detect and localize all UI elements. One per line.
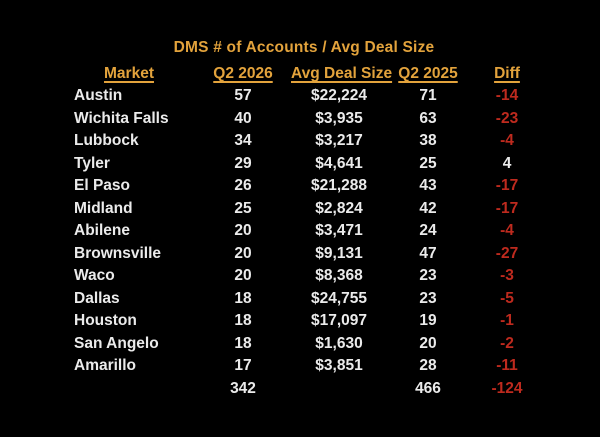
column-header-market: Market <box>63 63 195 85</box>
column-header-label: Q2 2025 <box>398 65 458 82</box>
table-row-houston-cell-q2-2026: 18 <box>234 312 252 329</box>
table-row-wichita-falls-cell-diff: -23 <box>495 109 519 127</box>
table-totals-row-cell-q2-2026: 342 <box>230 379 256 397</box>
table-row-houston-cell-market: Houston <box>74 312 137 329</box>
table-row-midland-cell-avg-deal-size: $2,824 <box>315 199 363 217</box>
table-row-waco-cell-q2-2026: 20 <box>234 267 252 284</box>
table-row-tyler-cell-market: Tyler <box>74 154 110 172</box>
table-row-wichita-falls-cell-q2-2026: 40 <box>234 109 252 127</box>
column-header-diff: Diff <box>469 63 545 85</box>
table-row-wichita-falls-cell-q2-2025: 63 <box>419 109 437 127</box>
table-row-tyler-cell-q2-2026: 29 <box>234 154 252 172</box>
table-row-houston-cell-q2-2025: 19 <box>419 312 437 329</box>
table-row-san-angelo-cell-market: San Angelo <box>74 334 159 352</box>
table-row-san-angelo-cell-q2-2026: 18 <box>234 334 252 352</box>
table-row-san-angelo-cell-q2-2025: 20 <box>419 334 437 352</box>
table-row-amarillo-cell-market: Amarillo <box>74 357 137 374</box>
table-row-lubbock-cell-q2-2026: 34 <box>234 132 252 149</box>
column-header-avg-deal-size: Avg Deal Size <box>291 63 392 85</box>
table-row-abilene-cell-q2-2026: 20 <box>234 222 252 239</box>
table-row-amarillo: Amarillo 17 $3,851 28 -11 <box>63 355 545 378</box>
table-row-amarillo-cell-diff: -11 <box>496 357 518 374</box>
table-row-brownsville-cell-market: Brownsville <box>74 244 161 262</box>
table-row-austin-cell-diff: -14 <box>495 87 519 104</box>
table-row-el-paso-cell-avg-deal-size: $21,288 <box>310 177 368 194</box>
table-row-tyler-cell-q2-2025: 25 <box>419 154 437 172</box>
table-row-abilene-cell-diff: -4 <box>500 222 514 239</box>
table-row-tyler-cell-avg-deal-size: $4,641 <box>315 154 363 172</box>
table-row-dallas-cell-q2-2025: 23 <box>419 289 437 307</box>
table-row-tyler: Tyler 29 $4,641 25 4 <box>63 153 545 176</box>
column-header-label: Market <box>104 65 154 82</box>
table-row-el-paso-cell-q2-2026: 26 <box>234 177 252 194</box>
table-row-dallas-cell-market: Dallas <box>74 289 120 307</box>
column-header-q2-2025: Q2 2025 <box>387 63 469 85</box>
table-row-austin-cell-market: Austin <box>74 87 123 104</box>
table-header-row: Market Q2 2026 Avg Deal Size Q2 2025 Diff <box>63 63 545 85</box>
table-row-abilene-cell-market: Abilene <box>74 222 130 239</box>
table-totals-row-cell-diff: -124 <box>491 379 523 397</box>
table-row-waco: Waco 20 $8,368 23 -3 <box>63 265 545 288</box>
table-row-lubbock-cell-diff: -4 <box>500 132 514 149</box>
table-row-abilene: Abilene 20 $3,471 24 -4 <box>63 220 545 243</box>
table-row-houston-cell-diff: -1 <box>500 312 514 329</box>
table-row-wichita-falls: Wichita Falls 40 $3,935 63 -23 <box>63 108 545 131</box>
table-row-amarillo-cell-q2-2026: 17 <box>234 357 252 374</box>
table-row-waco-cell-avg-deal-size: $8,368 <box>315 267 363 284</box>
table-totals-row: 342 466 -124 <box>63 378 545 401</box>
column-header-label: Q2 2026 <box>213 65 273 82</box>
table-row-san-angelo: San Angelo 18 $1,630 20 -2 <box>63 333 545 356</box>
table-row-lubbock: Lubbock 34 $3,217 38 -4 <box>63 130 545 153</box>
table-row-midland-cell-diff: -17 <box>495 199 519 217</box>
table-row-abilene-cell-avg-deal-size: $3,471 <box>315 222 363 239</box>
table-row-houston: Houston 18 $17,097 19 -1 <box>63 310 545 333</box>
table-row-midland-cell-market: Midland <box>74 199 133 217</box>
table-row-waco-cell-q2-2025: 23 <box>419 267 437 284</box>
table-row-brownsville-cell-avg-deal-size: $9,131 <box>315 244 363 262</box>
table-row-tyler-cell-diff: 4 <box>502 154 512 172</box>
table-row-austin: Austin 57 $22,224 71 -14 <box>63 85 545 108</box>
table-row-dallas: Dallas 18 $24,755 23 -5 <box>63 288 545 311</box>
table-row-brownsville-cell-q2-2026: 20 <box>234 244 252 262</box>
table-row-austin-cell-q2-2026: 57 <box>234 87 252 104</box>
table-row-austin-cell-avg-deal-size: $22,224 <box>310 87 368 104</box>
table-row-dallas-cell-avg-deal-size: $24,755 <box>310 289 368 307</box>
table-row-dallas-cell-diff: -5 <box>500 289 514 307</box>
table-row-waco-cell-market: Waco <box>74 267 115 284</box>
table-row-abilene-cell-q2-2025: 24 <box>419 222 437 239</box>
table-row-el-paso-cell-diff: -17 <box>495 177 519 194</box>
table-totals-row-cell-avg-deal-size <box>291 378 387 401</box>
column-header-label: Avg Deal Size <box>291 65 393 82</box>
table-row-san-angelo-cell-avg-deal-size: $1,630 <box>315 334 363 352</box>
table-block: DMS # of Accounts / Avg Deal Size Market… <box>63 38 545 400</box>
column-header-q2-2026: Q2 2026 <box>195 63 291 85</box>
table-totals-row-cell-market <box>63 378 195 401</box>
column-header-label: Diff <box>494 65 520 82</box>
table-row-el-paso-cell-q2-2025: 43 <box>419 177 437 194</box>
table-row-san-angelo-cell-diff: -2 <box>500 334 514 352</box>
table-row-el-paso: El Paso 26 $21,288 43 -17 <box>63 175 545 198</box>
table-row-brownsville-cell-diff: -27 <box>495 244 519 262</box>
table-row-midland: Midland 25 $2,824 42 -17 <box>63 198 545 221</box>
table-row-wichita-falls-cell-market: Wichita Falls <box>74 109 169 127</box>
table-row-austin-cell-q2-2025: 71 <box>419 87 437 104</box>
table-row-lubbock-cell-market: Lubbock <box>74 132 139 149</box>
table-row-waco-cell-diff: -3 <box>500 267 514 284</box>
accounts-table: Market Q2 2026 Avg Deal Size Q2 2025 Diff Au… <box>63 63 545 400</box>
table-row-amarillo-cell-q2-2025: 28 <box>419 357 437 374</box>
table-row-brownsville-cell-q2-2025: 47 <box>419 244 437 262</box>
table-row-el-paso-cell-market: El Paso <box>74 177 130 194</box>
table-row-houston-cell-avg-deal-size: $17,097 <box>310 312 368 329</box>
table-row-lubbock-cell-q2-2025: 38 <box>419 132 437 149</box>
table-totals-row-cell-q2-2025: 466 <box>415 379 441 397</box>
table-row-wichita-falls-cell-avg-deal-size: $3,935 <box>315 109 363 127</box>
table-row-brownsville: Brownsville 20 $9,131 47 -27 <box>63 243 545 266</box>
table-row-dallas-cell-q2-2026: 18 <box>234 289 252 307</box>
table-row-lubbock-cell-avg-deal-size: $3,217 <box>315 132 363 149</box>
table-row-amarillo-cell-avg-deal-size: $3,851 <box>315 357 363 374</box>
table-title: DMS # of Accounts / Avg Deal Size <box>173 39 435 56</box>
table-row-midland-cell-q2-2025: 42 <box>419 199 437 217</box>
table-row-midland-cell-q2-2026: 25 <box>234 199 252 217</box>
